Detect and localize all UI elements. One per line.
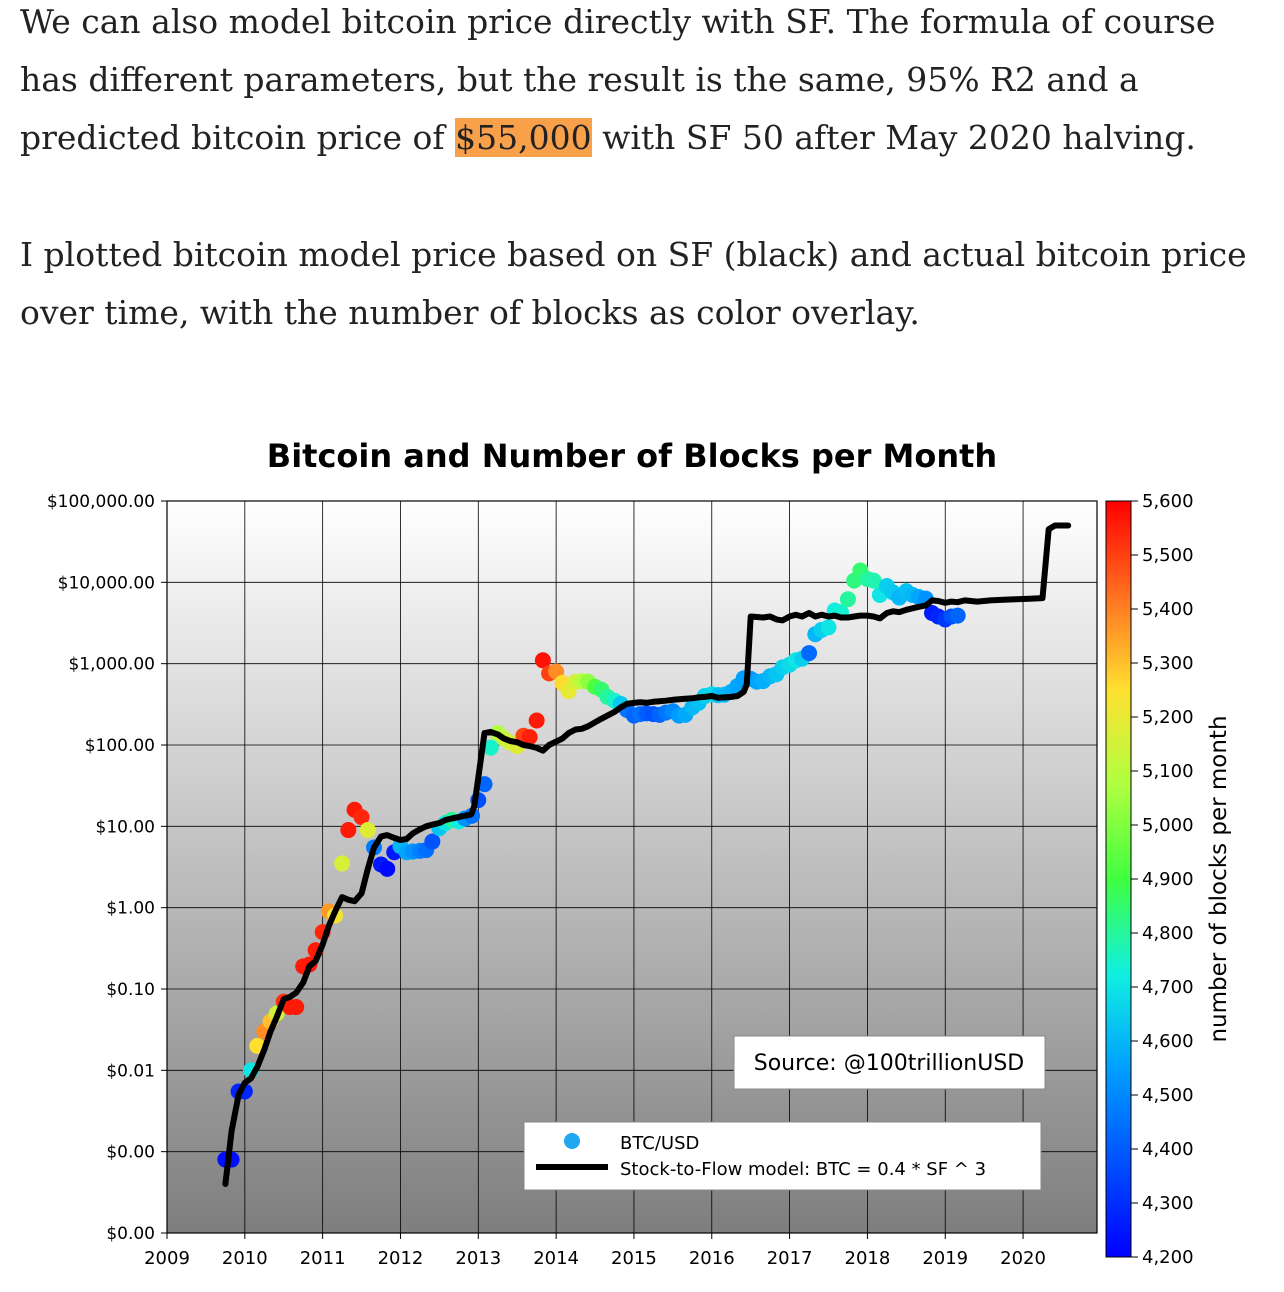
y-tick-label: $0.01 (106, 1061, 155, 1081)
btc-price-point (949, 607, 966, 624)
btc-price-point (820, 619, 837, 636)
x-tick-label: 2017 (767, 1248, 813, 1269)
colorbar-tick-label: 4,400 (1142, 1139, 1194, 1160)
colorbar-tick-label: 5,300 (1142, 653, 1194, 674)
source-text: Source: @100trillionUSD (754, 1051, 1025, 1076)
btc-price-point (528, 712, 545, 729)
x-tick-label: 2013 (455, 1248, 501, 1269)
colorbar-tick-label: 4,500 (1142, 1085, 1194, 1106)
btc-price-point (334, 855, 351, 872)
colorbar-ticks: 4,200 4,300 4,400 4,500 4,600 4,700 4,800 4,900… (1131, 491, 1194, 1268)
colorbar-tick-label: 5,500 (1142, 545, 1194, 566)
colorbar-tick-label: 4,200 (1142, 1247, 1194, 1268)
legend-label-model: Stock-to-Flow model: BTC = 0.4 * SF ^ 3 (620, 1159, 986, 1180)
x-tick-label: 2018 (845, 1248, 891, 1269)
paragraph-plot-description: I plotted bitcoin model price based on S… (20, 235, 1247, 332)
btc-price-point (801, 645, 818, 662)
btc-price-point (340, 822, 357, 839)
colorbar-tick-label: 4,300 (1142, 1193, 1194, 1214)
btc-price-point (865, 572, 882, 589)
y-tick-label: $1.00 (106, 899, 155, 919)
x-tick-label: 2009 (144, 1248, 190, 1269)
btc-price-point (482, 739, 499, 756)
paragraph-model-price: We can also model bitcoin price directly… (20, 0, 1270, 167)
legend-label-btc: BTC/USD (620, 1133, 699, 1154)
colorbar-tick-label: 5,100 (1142, 761, 1194, 782)
btc-price-point (534, 652, 551, 669)
btc-price-point (379, 860, 396, 877)
y-tick-label: $1,000.00 (68, 655, 155, 675)
btc-price-point (521, 729, 538, 746)
y-tick-label: $0.00 (106, 1224, 155, 1244)
y-tick-label: $100.00 (85, 736, 155, 756)
y-tick-label: $10,000.00 (58, 573, 155, 593)
y-tick-label: $0.10 (106, 980, 155, 1000)
x-tick-label: 2012 (378, 1248, 424, 1269)
legend-marker-btc (564, 1133, 580, 1149)
stock-to-flow-model-line (222, 522, 1072, 1187)
colorbar (1105, 500, 1132, 1258)
x-tick-label: 2016 (689, 1248, 735, 1269)
colorbar-tick-label: 5,400 (1142, 599, 1194, 620)
x-tick-label: 2010 (222, 1248, 268, 1269)
colorbar-tick-label: 5,600 (1142, 491, 1194, 512)
x-tick-label: 2011 (300, 1248, 346, 1269)
colorbar-tick-label: 5,200 (1142, 707, 1194, 728)
colorbar-label: number of blocks per month (1206, 715, 1232, 1042)
btc-price-point (839, 591, 856, 608)
p1-text-end: with SF 50 after May 2020 halving. (591, 118, 1196, 157)
btc-price-point (424, 833, 441, 850)
btc-price-point (288, 999, 305, 1016)
chart-title: Bitcoin and Number of Blocks per Month (267, 437, 997, 475)
source-annotation: Source: @100trillionUSD (733, 1035, 1046, 1090)
x-tick-label: 2020 (1000, 1248, 1046, 1269)
legend: BTC/USD Stock-to-Flow model: BTC = 0.4 *… (523, 1121, 1042, 1191)
p1-text: We can also model bitcoin price directly… (20, 2, 1216, 157)
colorbar-tick-label: 4,600 (1142, 1031, 1194, 1052)
x-axis: 2009 2010 2011 2012 2013 2014 2015 2016 2017 2018… (144, 1233, 1046, 1269)
y-axis: $0.00 $0.00 $0.01 $0.10 $1.00 $10.00 $100.00 $1… (47, 492, 167, 1244)
colorbar-tick-label: 5,000 (1142, 815, 1194, 836)
bitcoin-blocks-chart: Bitcoin and Number of Blocks per Month $… (47, 437, 1232, 1269)
y-tick-label: $100,000.00 (47, 492, 155, 512)
colorbar-tick-label: 4,800 (1142, 923, 1194, 944)
highlighted-price: $55,000 (455, 118, 592, 157)
y-tick-label: $10.00 (96, 817, 155, 837)
x-tick-label: 2019 (922, 1248, 968, 1269)
y-tick-label: $0.00 (106, 1143, 155, 1163)
x-tick-label: 2014 (533, 1248, 579, 1269)
colorbar-tick-label: 4,900 (1142, 869, 1194, 890)
btc-price-point (359, 822, 376, 839)
colorbar-tick-label: 4,700 (1142, 977, 1194, 998)
x-tick-label: 2015 (611, 1248, 657, 1269)
btc-price-point (353, 809, 370, 826)
